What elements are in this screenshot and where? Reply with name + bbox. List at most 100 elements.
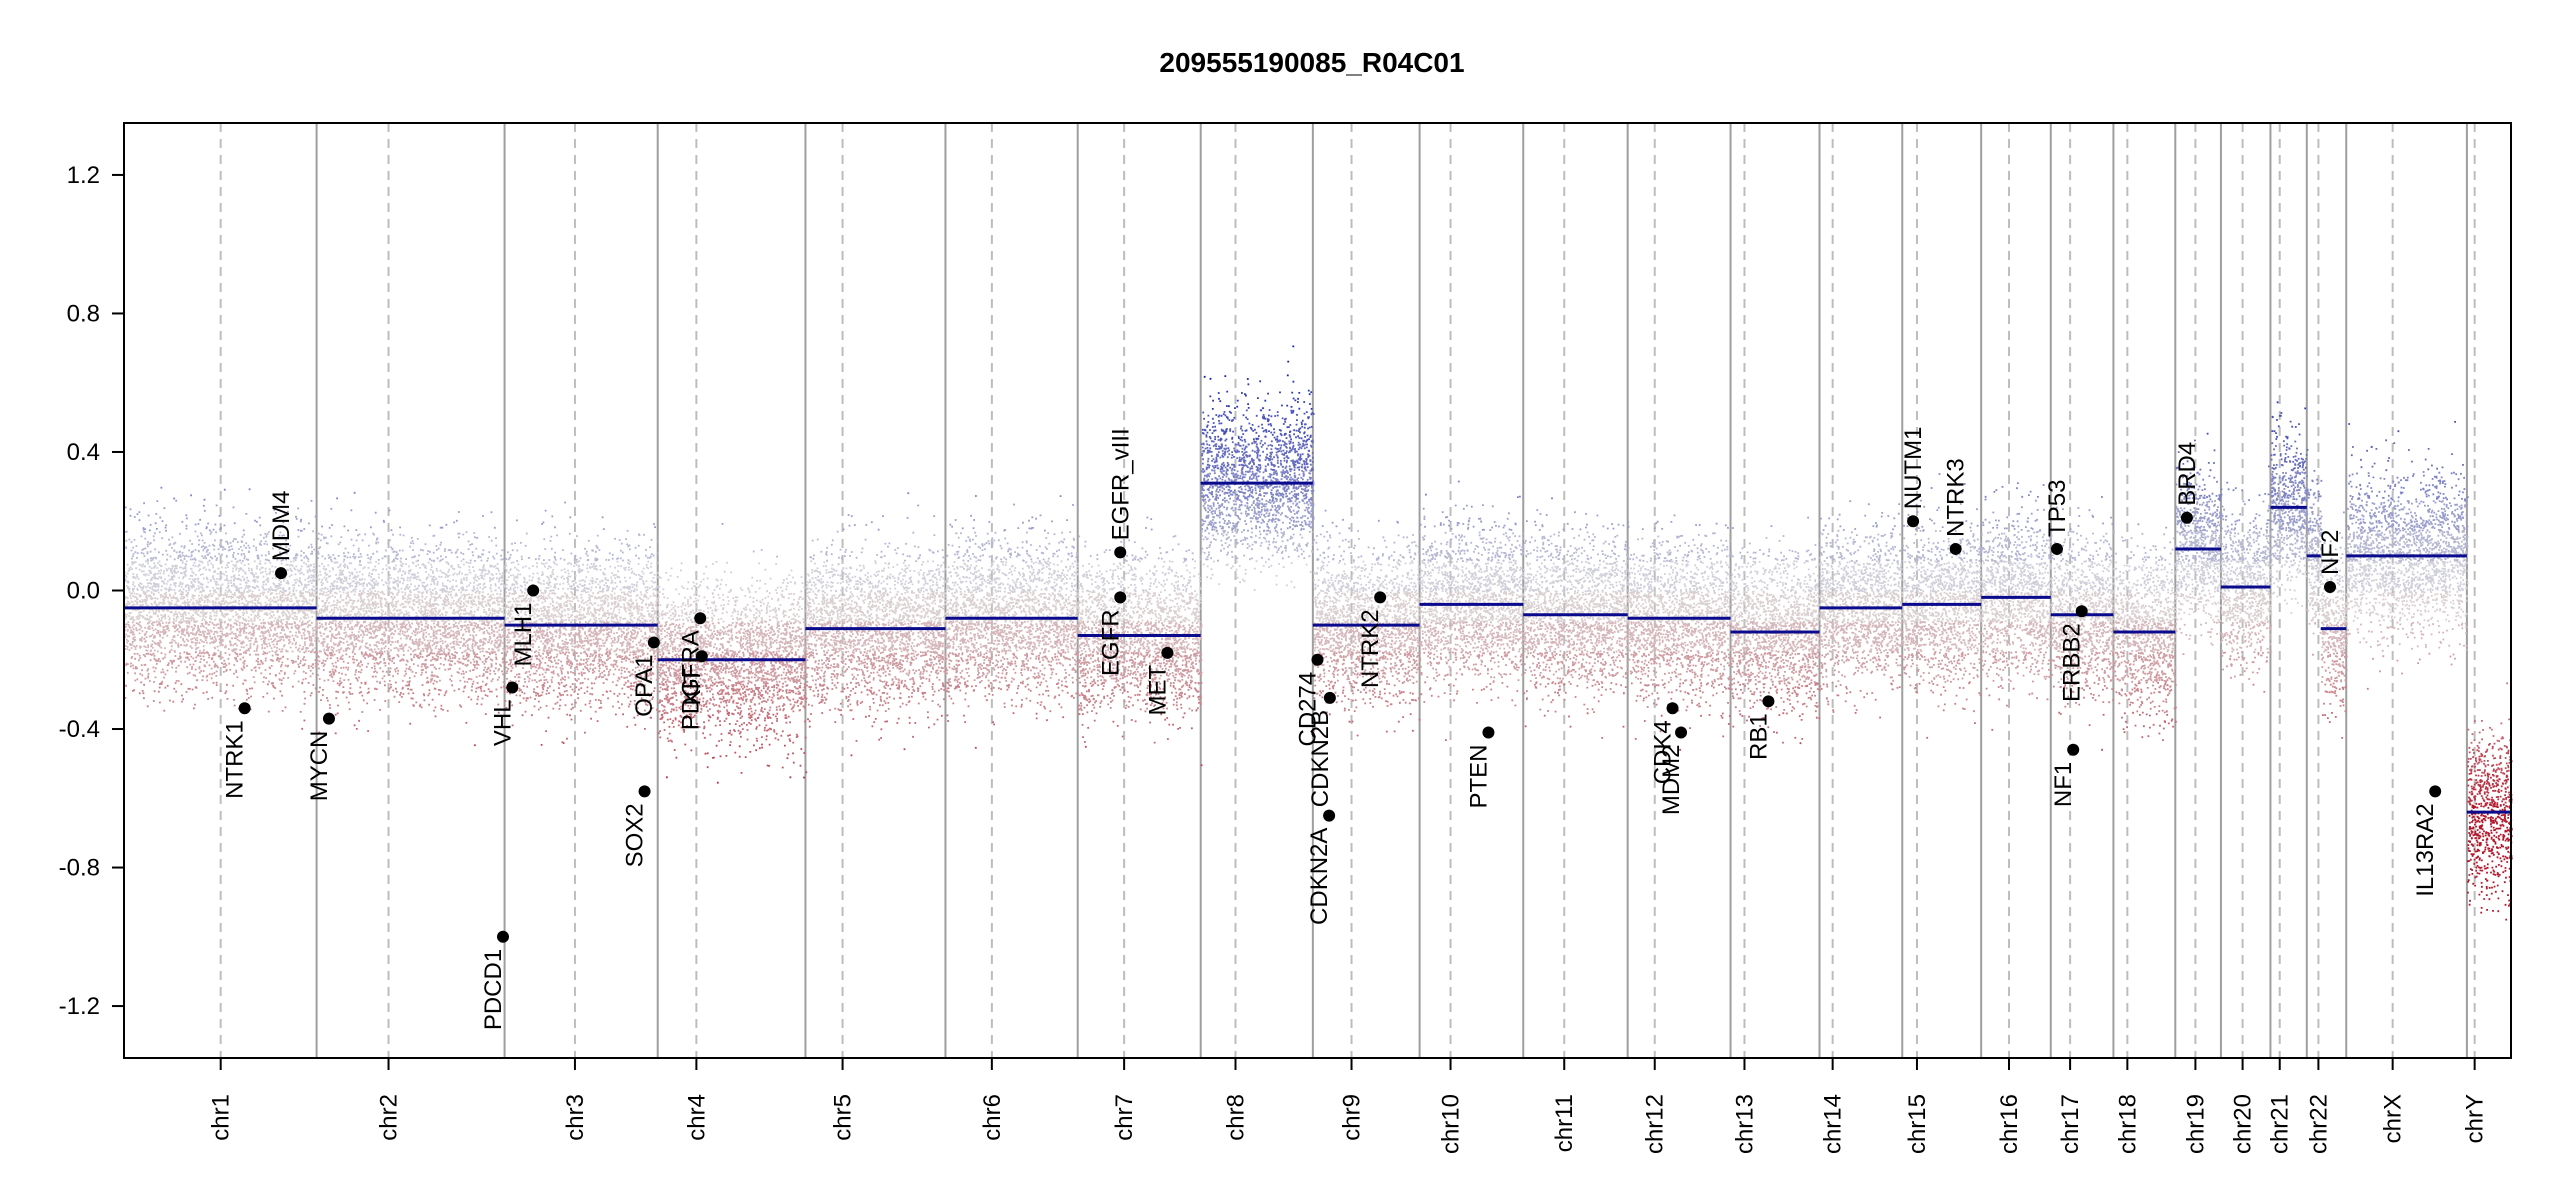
gene-point (1161, 646, 1174, 659)
gene-label: CDKN2B (1307, 710, 1334, 807)
probe-point-group (124, 529, 2469, 562)
gene-point (1666, 702, 1679, 715)
gene-label: NTRK2 (1357, 609, 1384, 688)
chromosome-label: chr13 (1731, 1094, 1758, 1154)
gene-point (1114, 591, 1127, 604)
gene-point (2075, 605, 2088, 618)
gene-label: PDGFRA (677, 630, 704, 730)
chromosome-label: chrX (2380, 1094, 2407, 1143)
chromosome-label: chr10 (1438, 1094, 1465, 1154)
gene-point (1311, 653, 1324, 666)
gene-label: NTRK3 (1943, 458, 1970, 537)
chromosome-label: chr17 (2057, 1094, 2084, 1154)
gene-label: MDM2 (1658, 744, 1685, 815)
chromosome-label: chrY (2462, 1094, 2489, 1143)
gene-label: NF1 (2050, 762, 2077, 807)
gene-label: ERBB2 (2059, 623, 2086, 702)
chromosome-label: chr12 (1642, 1094, 1669, 1154)
chromosome-label: chr18 (2114, 1094, 2141, 1154)
gene-point (1762, 695, 1775, 708)
chromosome-label: chr19 (2182, 1094, 2209, 1154)
gene-point (638, 785, 651, 798)
gene-label: VHL (489, 699, 516, 746)
gene-label: RB1 (1745, 713, 1772, 760)
gene-label: CD274 (1295, 672, 1322, 747)
gene-point (1323, 809, 1336, 822)
probe-point-group (124, 590, 2468, 623)
gene-label: NF2 (2317, 530, 2344, 575)
chromosome-label: chr22 (2305, 1094, 2332, 1154)
gene-label: CDKN2A (1306, 828, 1333, 925)
chromosome-label: chr21 (2267, 1094, 2294, 1154)
gene-label: MET (1144, 665, 1171, 716)
gene-point (647, 636, 660, 649)
gene-point (694, 612, 707, 625)
y-tick-label: 1.2 (67, 162, 100, 189)
probe-point-group (125, 651, 2456, 684)
gene-point (1675, 726, 1688, 739)
gene-label: NUTM1 (1900, 427, 1927, 510)
gene-label: OPA1 (631, 654, 658, 716)
gene-label: CDK4 (1650, 720, 1677, 784)
chromosome-label: chr3 (562, 1094, 589, 1141)
gene-point (2067, 743, 2080, 756)
gene-point (1482, 726, 1495, 739)
chromosome-label: chr6 (979, 1094, 1006, 1141)
gene-point (497, 930, 510, 943)
gene-point (1114, 546, 1127, 559)
probe-point-group (124, 620, 2468, 653)
segment-lines (124, 481, 2511, 814)
gene-label: TP53 (2044, 480, 2071, 537)
gene-label: EGFR (1097, 609, 1124, 676)
gene-label: MLH1 (510, 603, 537, 667)
gene-point (2324, 581, 2337, 594)
gene-label: MDM4 (268, 491, 295, 562)
probe-point-group (301, 711, 2511, 744)
y-tick-label: 0.8 (67, 300, 100, 327)
x-axis: chr1 chr2 chr3 chr4 chr5 chr6 chr7 chr8 chr9 chr1… (208, 1058, 2489, 1154)
chromosome-label: chr14 (1820, 1094, 1847, 1154)
gene-point (1949, 542, 1962, 555)
gene-label: PTEN (1465, 744, 1492, 808)
gene-label: EGFR_vIII (1107, 428, 1134, 540)
y-tick-label: 0.4 (67, 439, 100, 466)
y-tick-label: -1.2 (59, 993, 100, 1020)
gene-point (1323, 691, 1336, 704)
chromosome-label: chr4 (683, 1094, 710, 1141)
gene-point (695, 650, 708, 663)
gene-label: IL13RA2 (2412, 803, 2439, 896)
gene-point (238, 702, 251, 715)
chromosome-label: chr8 (1223, 1094, 1250, 1141)
gene-point (2050, 542, 2063, 555)
chromosome-label: chr9 (1339, 1094, 1366, 1141)
gene-point (506, 681, 519, 694)
chromosome-label: chr2 (376, 1094, 403, 1141)
chromosome-label: chr7 (1111, 1094, 1138, 1141)
chromosome-label: chr5 (830, 1094, 857, 1141)
gene-label: KIT (679, 668, 706, 706)
gene-point (1374, 591, 1387, 604)
gene-label: BRD4 (2174, 442, 2201, 506)
gene-label: NTRK1 (222, 720, 249, 799)
chromosome-label: chr15 (1904, 1094, 1931, 1154)
probe-point-group (124, 499, 2469, 532)
gene-label: MYCN (306, 731, 333, 802)
gene-label: PDCD1 (480, 949, 507, 1030)
y-tick-label: -0.8 (59, 855, 100, 882)
gene-point (322, 712, 335, 725)
probe-point-group (2467, 802, 2513, 921)
gene-point (1907, 515, 1920, 528)
chart-title: 209555190085_R04C01 (1159, 47, 1464, 78)
probe-points (124, 345, 2513, 921)
gene-point (2429, 785, 2442, 798)
gene-point (2180, 511, 2193, 524)
chromosome-label: chr1 (208, 1094, 235, 1141)
y-axis: -1.2 -0.8 -0.4 0.0 0.4 0.8 1.2 (59, 162, 124, 1020)
gene-label: SOX2 (622, 803, 649, 867)
chromosome-label: chr11 (1551, 1094, 1578, 1152)
chromosome-label: chr16 (1996, 1094, 2023, 1154)
gene-markers: MDM4 NTRK1 MYCN PDCD1 VHL MLH1 OPA1 SOX2 PDGFRAK… (222, 427, 2442, 1030)
y-tick-label: 0.0 (67, 578, 100, 605)
